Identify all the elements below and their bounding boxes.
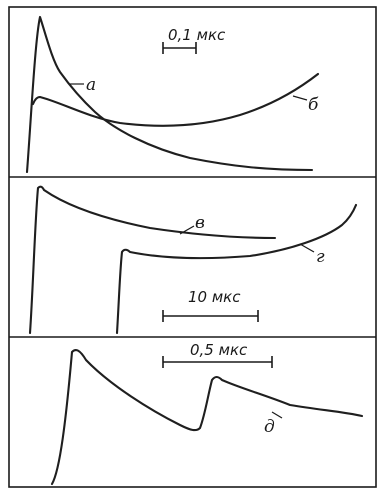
label-leader-b	[292, 95, 308, 101]
curve-label-b: б	[308, 95, 319, 115]
trace-v	[28, 185, 277, 335]
label-leader-d	[271, 411, 283, 419]
figure-frame	[8, 6, 377, 488]
curve-label-d: д	[264, 417, 275, 437]
trace-d	[50, 349, 364, 486]
time-scale-bar	[162, 42, 197, 54]
time-scale-label: 10 мкс	[188, 288, 241, 306]
panel-3: 0,5 мкс д	[50, 341, 364, 486]
panel-1: 0,1 мкс а б	[25, 15, 320, 174]
trace-g	[115, 203, 358, 335]
curve-label-g: г	[316, 247, 325, 267]
time-scale-label: 0,1 мкс	[168, 26, 226, 44]
curve-label-a: а	[86, 75, 96, 95]
time-scale-bar	[162, 356, 273, 368]
trace-a	[25, 15, 314, 174]
time-scale-bar	[162, 310, 259, 322]
panel-2: в г 10 мкс	[28, 185, 358, 335]
trace-b	[31, 72, 320, 127]
time-scale-label: 0,5 мкс	[190, 341, 248, 359]
label-leader-v	[179, 225, 195, 235]
label-leader-g	[299, 243, 315, 253]
curve-label-v: в	[195, 213, 205, 233]
